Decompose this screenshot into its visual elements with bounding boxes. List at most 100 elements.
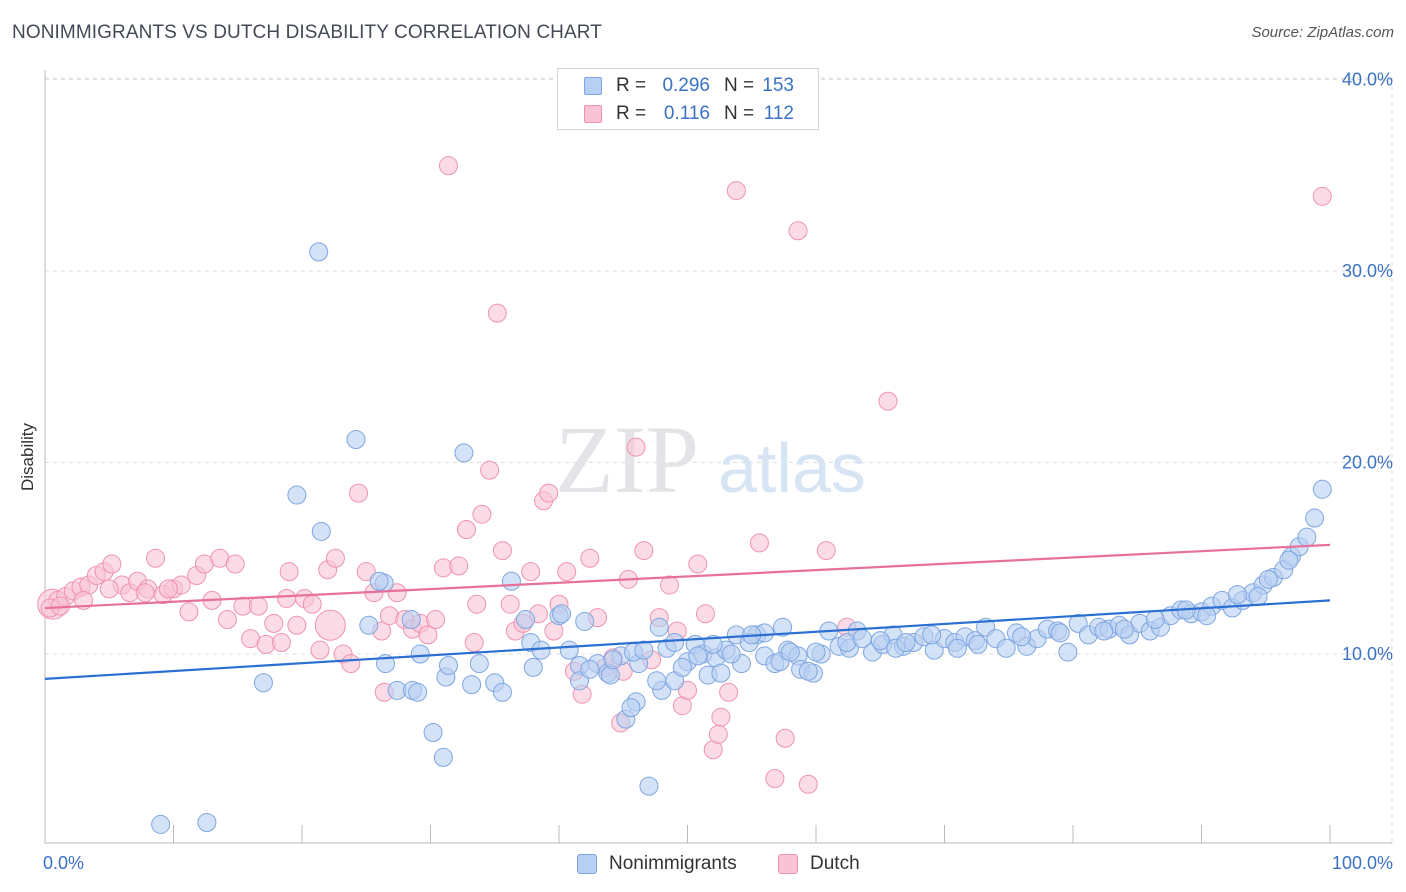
dutch-point [449,556,469,576]
dutch-point [1312,186,1332,206]
r-value: 0.296 [662,75,710,96]
dutch-point [287,615,307,635]
nonimmigrants-point [408,682,428,702]
legend-swatch-pink [778,854,798,874]
dutch-point [580,548,600,568]
y-tick-label: 20.0% [1342,453,1393,473]
dutch-point [464,633,484,653]
dutch-point [310,640,330,660]
nonimmigrants-point [1248,587,1268,607]
nonimmigrants-point [621,698,641,718]
nonimmigrants-point [852,629,872,649]
legend-label: Nonimmigrants [609,853,737,874]
dutch-point [456,520,476,540]
dutch-point [341,654,361,674]
trend-lines [44,543,1331,680]
dutch-trend-line [44,543,1331,610]
dutch-point [387,583,407,603]
nonimmigrants-point [346,430,366,450]
dutch-point [765,768,785,788]
dutch-point [660,575,680,595]
dutch-point [487,303,507,323]
dutch-point [500,594,520,614]
dutch-point [539,483,559,503]
nonimmigrants-point [1012,627,1032,647]
nonimmigrants-point [359,615,379,635]
tick-labels: 10.0% 20.0% 30.0% 40.0% 0.0% 100.0% [43,70,1393,874]
dutch-point [688,554,708,574]
dutch-point [418,625,438,645]
dutch-point [314,609,346,641]
legend-row-dutch: R = 0.116 N = 112 [558,100,818,128]
dutch-point [158,579,178,599]
dutch-point [775,728,795,748]
dutch-point [248,596,268,616]
nonimmigrants-point [469,654,489,674]
nonimmigrants-point [552,604,572,624]
nonimmigrants-point [501,571,521,591]
nonimmigrants-point [1258,569,1278,589]
dutch-point [426,610,446,630]
dutch-point [492,541,512,561]
nonimmigrants-point [580,659,600,679]
nonimmigrants-point [773,617,793,637]
nonimmigrants-point [253,673,273,693]
y-tick-label: 10.0% [1342,644,1393,664]
x-tick-label: 100.0% [1332,853,1393,873]
legend-swatch-pink [584,105,602,123]
legend-swatch-blue [577,854,597,874]
dutch-point [264,613,284,633]
nonimmigrants-point [1114,619,1134,639]
nonimmigrants-points [151,242,1332,834]
nonimmigrants-point [1279,550,1299,570]
nonimmigrants-point [433,747,453,767]
dutch-point [719,682,739,702]
nonimmigrants-point [896,633,916,653]
n-label: N = [724,103,755,124]
dutch-point [480,460,500,480]
nonimmigrants-point [1094,621,1114,641]
dutch-point [135,583,155,603]
dutch-point [626,437,646,457]
nonimmigrants-point [438,655,458,675]
nonimmigrants-trend-line [44,599,1331,680]
nonimmigrants-point [287,485,307,505]
nonimmigrants-point [780,642,800,662]
dutch-point [467,594,487,614]
nonimmigrants-point [968,634,988,654]
x-tick-label: 0.0% [43,853,84,873]
nonimmigrants-point [1227,585,1247,605]
nonimmigrants-point [559,640,579,660]
watermark-zip: ZIP [555,406,699,513]
nonimmigrants-point [1312,479,1332,499]
legend-swatch-blue [584,77,602,95]
legend-label: Dutch [810,853,860,874]
nonimmigrants-point [806,642,826,662]
nonimmigrants-point [575,611,595,631]
nonimmigrants-point [492,682,512,702]
nonimmigrants-point [672,657,692,677]
n-value: 112 [763,103,794,124]
nonimmigrants-point [711,663,731,683]
nonimmigrants-point [523,657,543,677]
nonimmigrants-point [647,671,667,691]
dutch-point [695,604,715,624]
dutch-point [708,724,728,744]
nonimmigrants-point [309,242,329,262]
nonimmigrants-point [462,675,482,695]
dutch-point [146,548,166,568]
dutch-point [277,588,297,608]
nonimmigrants-point [401,610,421,630]
nonimmigrants-point [703,634,723,654]
nonimmigrants-point [649,617,669,637]
nonimmigrants-point [721,644,741,664]
r-value: 0.116 [663,103,710,124]
nonimmigrants-point [634,640,654,660]
nonimmigrants-point [369,571,389,591]
dutch-point [99,579,119,599]
dutch-point [302,594,322,614]
nonimmigrants-point [454,443,474,463]
nonimmigrants-point [1050,623,1070,643]
nonimmigrants-point [1058,642,1078,662]
